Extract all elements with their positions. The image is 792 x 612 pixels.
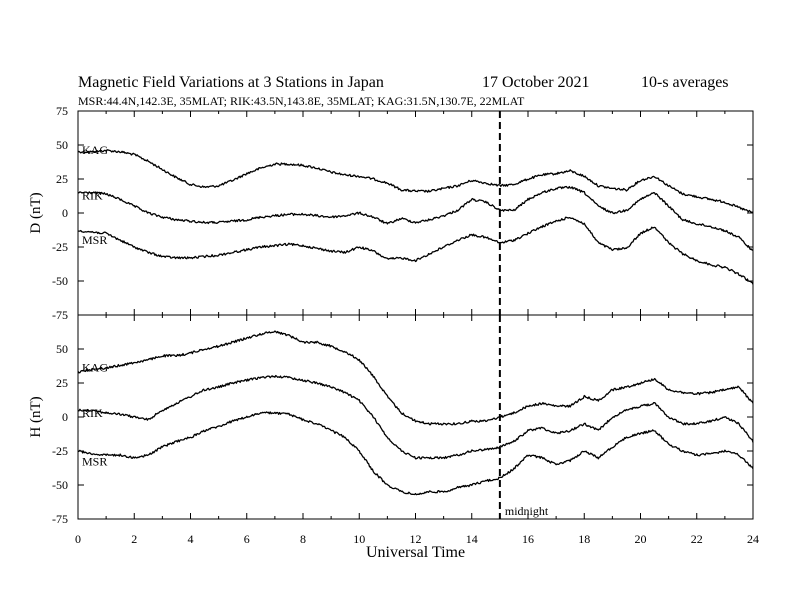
d-ytick-label: 75 — [56, 104, 68, 118]
midnight-label: midnight — [505, 504, 549, 518]
h-ytick-label: 25 — [56, 376, 68, 390]
h-label-rik: RIK — [82, 406, 103, 420]
station-list: MSR:44.4N,142.3E, 35MLAT; RIK:43.5N,143.… — [78, 94, 525, 108]
h-ytick-label: 50 — [56, 342, 68, 356]
h-xtick-label: 22 — [691, 532, 703, 546]
h-xtick-label: 14 — [466, 532, 478, 546]
d-ytick-label: -75 — [52, 308, 68, 322]
d-ytick-label: -25 — [52, 240, 68, 254]
h-series-msr — [77, 411, 754, 496]
h-xtick-label: 18 — [578, 532, 590, 546]
h-ytick-label: -25 — [52, 444, 68, 458]
h-ytick-label: -75 — [52, 512, 68, 526]
h-ytick-label: -50 — [52, 478, 68, 492]
chart-averaging: 10-s averages — [641, 74, 729, 91]
h-xtick-label: 6 — [244, 532, 250, 546]
h-label-msr: MSR — [82, 455, 107, 469]
d-ytick-label: -50 — [52, 274, 68, 288]
d-series-msr — [78, 216, 754, 285]
h-y-axis-label: H (nT) — [28, 396, 44, 437]
d-ytick-label: 0 — [62, 206, 68, 220]
d-label-rik: RIK — [82, 189, 103, 203]
h-xtick-label: 0 — [75, 532, 81, 546]
h-xtick-label: 10 — [353, 532, 365, 546]
h-xtick-label: 12 — [410, 532, 422, 546]
h-xtick-label: 24 — [747, 532, 759, 546]
h-xtick-label: 8 — [300, 532, 306, 546]
chart-title: Magnetic Field Variations at 3 Stations … — [78, 74, 384, 91]
d-label-msr: MSR — [82, 233, 107, 247]
chart-date: 17 October 2021 — [482, 74, 590, 91]
h-xtick-label: 20 — [635, 532, 647, 546]
h-label-kag: KAG — [82, 360, 108, 374]
d-series-kag — [77, 149, 754, 214]
h-xtick-label: 2 — [131, 532, 137, 546]
d-ytick-label: 50 — [56, 138, 68, 152]
h-series-rik — [77, 374, 754, 460]
d-series-rik — [77, 185, 753, 251]
d-label-kag: KAG — [82, 143, 108, 157]
h-xtick-label: 16 — [522, 532, 534, 546]
h-series-kag — [77, 330, 754, 426]
d-ytick-label: 25 — [56, 172, 68, 186]
d-y-axis-label: D (nT) — [28, 192, 44, 233]
h-xtick-label: 4 — [188, 532, 194, 546]
h-ytick-label: 0 — [62, 410, 68, 424]
x-axis-label: Universal Time — [366, 544, 465, 561]
